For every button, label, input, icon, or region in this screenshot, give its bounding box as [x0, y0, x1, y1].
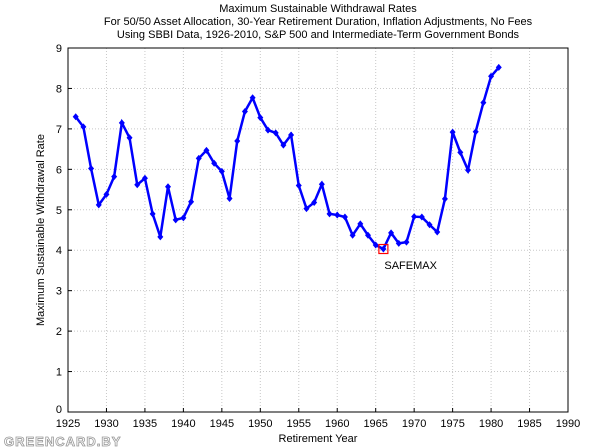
x-tick-label: 1930 — [94, 418, 118, 430]
y-axis-label: Maximum Sustainable Withdrawal Rate — [35, 134, 47, 326]
data-point — [88, 165, 95, 173]
data-point — [234, 137, 241, 145]
x-tick-label: 1975 — [440, 418, 464, 430]
data-point — [118, 119, 125, 127]
plot-area-frame — [67, 47, 569, 413]
x-tick-label: 1925 — [56, 418, 80, 430]
y-tick-label: 4 — [56, 245, 62, 257]
safemax-label: SAFEMAX — [384, 260, 437, 272]
data-point — [211, 159, 218, 167]
data-point — [165, 183, 171, 191]
y-tick-label: 2 — [56, 326, 62, 338]
data-point — [303, 205, 310, 213]
x-tick-label: 1935 — [133, 418, 157, 430]
safemax-marker — [378, 243, 389, 255]
data-point — [241, 107, 248, 115]
x-tick-label: 1970 — [402, 418, 426, 430]
data-point — [149, 210, 156, 218]
data-point — [195, 154, 202, 162]
data-point — [126, 134, 133, 142]
data-point — [172, 216, 179, 224]
data-point — [141, 174, 148, 182]
data-point — [341, 213, 348, 221]
data-point — [465, 166, 471, 174]
data-point — [365, 231, 371, 239]
data-point — [311, 198, 318, 206]
data-point — [134, 181, 141, 189]
data-point — [449, 128, 456, 136]
data-point — [111, 173, 118, 181]
x-tick-label: 1945 — [210, 418, 234, 430]
data-point — [257, 114, 264, 122]
data-point — [95, 201, 102, 209]
data-point — [488, 72, 495, 80]
data-point — [203, 146, 210, 154]
data-point — [218, 167, 225, 175]
data-point — [403, 238, 410, 246]
x-tick-label: 1950 — [248, 418, 272, 430]
x-tick-label: 1985 — [517, 418, 541, 430]
data-point — [103, 190, 110, 198]
data-point — [426, 221, 433, 229]
chart-title-line-1: Maximum Sustainable Withdrawal Rates — [219, 3, 417, 15]
y-tick-label: 6 — [56, 164, 62, 176]
data-point — [72, 113, 79, 121]
data-point — [357, 220, 364, 228]
y-tick-label: 5 — [56, 205, 62, 217]
data-point — [249, 94, 256, 102]
series-line — [74, 66, 500, 251]
data-point — [434, 228, 441, 236]
data-point — [457, 148, 464, 156]
x-tick-label: 1955 — [287, 418, 311, 430]
data-point — [395, 239, 402, 247]
data-point — [480, 99, 487, 107]
x-axis-label: Retirement Year — [279, 433, 358, 445]
x-tick-label: 1960 — [325, 418, 349, 430]
x-tick-label: 1990 — [556, 418, 580, 430]
data-point — [188, 198, 195, 206]
data-point — [441, 195, 448, 203]
data-point — [418, 213, 425, 221]
data-point — [265, 126, 271, 134]
data-point — [472, 128, 479, 136]
data-point — [380, 245, 387, 253]
data-point — [349, 231, 356, 239]
data-point — [372, 241, 379, 249]
data-point — [272, 129, 279, 137]
data-point — [80, 123, 87, 131]
y-tick-label: 9 — [56, 43, 62, 55]
x-tick-label: 1940 — [171, 418, 195, 430]
data-point — [495, 63, 502, 71]
x-tick-label: 1980 — [479, 418, 503, 430]
y-tick-label: 3 — [56, 286, 62, 298]
data-point — [318, 180, 325, 188]
y-tick-label: 8 — [56, 83, 62, 95]
x-tick-label: 1965 — [363, 418, 387, 430]
y-tick-label: 1 — [56, 367, 62, 379]
data-point — [226, 194, 233, 202]
data-point — [280, 141, 287, 149]
data-point — [388, 229, 395, 237]
chart-title-line-3: Using SBBI Data, 1926-2010, S&P 500 and … — [117, 29, 520, 41]
chart-title-line-2: For 50/50 Asset Allocation, 30-Year Reti… — [104, 16, 533, 28]
y-tick-label: 0 — [56, 404, 62, 416]
data-point — [326, 210, 333, 218]
data-point — [411, 213, 418, 221]
data-point — [295, 182, 302, 190]
data-point — [288, 131, 295, 139]
data-point — [157, 233, 164, 241]
watermark-logo: GREENCARD.BY — [4, 434, 121, 448]
data-point — [180, 214, 187, 222]
y-tick-label: 7 — [56, 124, 62, 136]
data-point — [334, 211, 341, 219]
